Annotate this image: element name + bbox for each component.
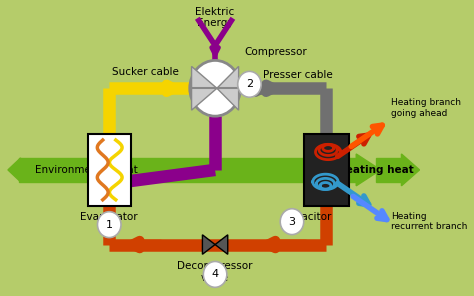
Polygon shape bbox=[202, 235, 215, 254]
Polygon shape bbox=[401, 154, 419, 186]
Text: Heating branch
going ahead: Heating branch going ahead bbox=[392, 99, 462, 118]
Polygon shape bbox=[376, 158, 403, 182]
Text: Heating
recurrent branch: Heating recurrent branch bbox=[392, 212, 468, 231]
Circle shape bbox=[237, 71, 261, 97]
Bar bbox=[88, 134, 131, 206]
Polygon shape bbox=[191, 66, 217, 110]
Circle shape bbox=[280, 209, 304, 235]
Text: Decompressor
valve: Decompressor valve bbox=[177, 261, 253, 283]
Text: Presser cable: Presser cable bbox=[263, 70, 333, 80]
Text: 2: 2 bbox=[246, 79, 253, 89]
Text: Capacitor: Capacitor bbox=[281, 212, 331, 222]
Polygon shape bbox=[19, 158, 358, 182]
Polygon shape bbox=[356, 154, 381, 186]
Circle shape bbox=[190, 60, 240, 116]
Circle shape bbox=[203, 261, 227, 287]
Text: Sucker cable: Sucker cable bbox=[112, 67, 179, 77]
Polygon shape bbox=[217, 66, 238, 110]
Text: Heating heat: Heating heat bbox=[337, 165, 414, 175]
Polygon shape bbox=[8, 158, 20, 182]
Circle shape bbox=[98, 212, 121, 238]
Text: Compressor: Compressor bbox=[244, 47, 307, 57]
Text: 1: 1 bbox=[106, 220, 113, 230]
Polygon shape bbox=[215, 235, 228, 254]
Text: 4: 4 bbox=[211, 269, 219, 279]
Text: Elektric
Energy: Elektric Energy bbox=[195, 7, 235, 28]
Bar bbox=[304, 134, 349, 206]
Text: Evaporator: Evaporator bbox=[81, 212, 138, 222]
Text: 3: 3 bbox=[289, 217, 295, 227]
Text: Environmental heat: Environmental heat bbox=[35, 165, 138, 175]
